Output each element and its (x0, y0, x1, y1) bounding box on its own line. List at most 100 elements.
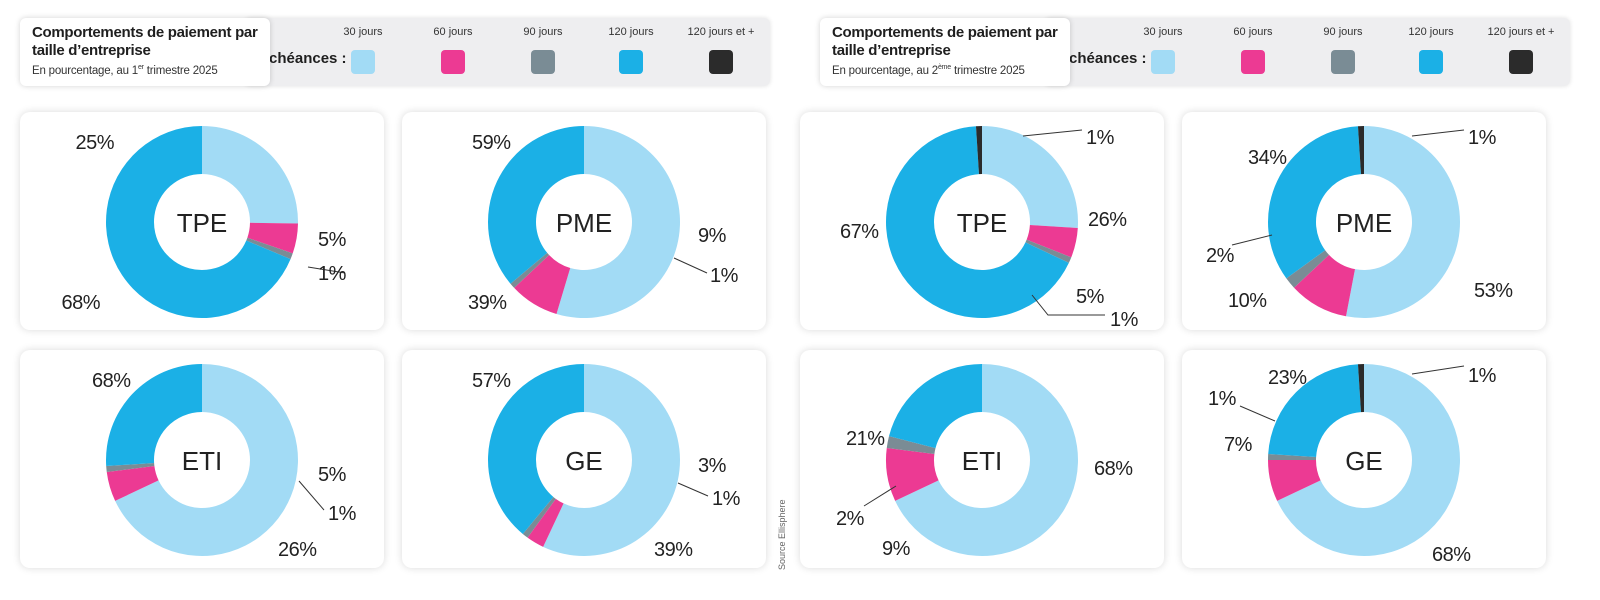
value-label-60-jours-pme: 10% (1228, 290, 1267, 312)
value-label-30-jours-ge: 68% (1432, 544, 1471, 566)
slice-120-jours-et-plus-tpe (975, 126, 982, 175)
chart-subtitle-q2: En pourcentage, au 2ème trimestre 2025 (832, 64, 1025, 77)
slice-60-jours-tpe (1026, 225, 1078, 258)
legend-swatch-120 (619, 50, 643, 74)
donut-chart-pme-q1: PME 59% 9% 1% 39% (468, 126, 739, 318)
donut-chart-pme-q2: PME 53% 10% 2% 34% 1% (1206, 126, 1514, 318)
slice-120-jours-eti (889, 364, 982, 449)
value-label-60-jours-eti: 9% (882, 538, 911, 560)
donut-chart-tpe-q1: TPE 25% 5% 1% 68% (61, 126, 347, 318)
legend-item-60: 60 jours (1208, 26, 1298, 79)
legend-item-120plus: 120 jours et + (1476, 26, 1566, 79)
donut-card-eti-q2: ETI 68% 9% 2% 21% (800, 350, 1164, 568)
slice-120-jours-pme (1268, 126, 1361, 279)
header-box-q1: Comportements de paiement par taille d’e… (20, 18, 270, 86)
slice-30-jours-eti (115, 364, 299, 556)
legend-title: Échéances : (259, 50, 347, 67)
legend-item-30: 30 jours (318, 26, 408, 79)
value-label-120-jours-ge: 23% (1268, 367, 1307, 389)
slice-30-jours-tpe (982, 126, 1078, 229)
legend-swatch-30 (1151, 50, 1175, 74)
value-label-120-jours-tpe: 68% (61, 292, 100, 314)
legend-item-60: 60 jours (408, 26, 498, 79)
slice-120-jours-et-plus-ge (1357, 364, 1364, 413)
panel-q2: Comportements de paiement par taille d’e… (800, 0, 1580, 600)
value-label-120-jours-et-plus-tpe: 1% (1086, 127, 1115, 149)
leader-line-90-jours-ge (1239, 405, 1276, 422)
value-label-120-jours-pme: 39% (468, 292, 507, 314)
value-label-90-jours-ge: 1% (712, 488, 741, 510)
slice-90-jours-eti (886, 436, 936, 454)
slice-90-jours-ge (522, 496, 556, 538)
value-label-90-jours-tpe: 1% (1110, 309, 1139, 330)
slice-90-jours-pme (1286, 250, 1330, 288)
legend-swatch-90 (531, 50, 555, 74)
value-label-120-jours-pme: 34% (1248, 147, 1287, 169)
leader-line-90-jours-pme (1231, 234, 1273, 246)
value-label-30-jours-pme: 53% (1474, 280, 1513, 302)
slice-120-jours-ge (1268, 364, 1361, 457)
donut-card-pme-q1: PME 59% 9% 1% 39% (402, 112, 766, 330)
slice-90-jours-tpe (246, 237, 293, 260)
legend-item-30: 30 jours (1118, 26, 1208, 79)
slice-90-jours-tpe (1025, 239, 1072, 263)
slice-90-jours-ge (1268, 453, 1317, 460)
leader-line-90-jours-eti (298, 480, 325, 511)
donut-center-label-ge: GE (1345, 446, 1383, 476)
value-label-120-jours-ge: 39% (654, 539, 693, 561)
legend-title: Échéances : (1059, 50, 1147, 67)
legend-item-90: 90 jours (1298, 26, 1388, 79)
donut-center-label-tpe: TPE (957, 208, 1008, 238)
legend-item-120plus: 120 jours et + (676, 26, 766, 79)
legend-swatch-60 (1241, 50, 1265, 74)
donut-chart-ge-q2: GE 68% 7% 1% 23% 1% (1208, 364, 1497, 566)
slice-120-jours-eti (106, 364, 202, 467)
donut-chart-eti-q1: ETI 68% 5% 1% 26% (92, 364, 357, 561)
value-label-60-jours-ge: 3% (698, 455, 727, 477)
donut-card-tpe-q1: TPE 25% 5% 1% 68% (20, 112, 384, 330)
value-label-120-jours-eti: 21% (846, 428, 885, 450)
slice-60-jours-eti (886, 447, 939, 501)
slice-60-jours-ge (527, 498, 564, 547)
value-label-60-jours-ge: 7% (1224, 434, 1253, 456)
legend-swatch-120plus (1509, 50, 1533, 74)
legend-swatch-120 (1419, 50, 1443, 74)
slice-30-jours-pme (556, 126, 680, 318)
legend-q2: Échéances : 30 jours 60 jours 90 jours 1… (1045, 18, 1570, 86)
donut-center-label-tpe: TPE (177, 208, 228, 238)
donut-chart-eti-q2: ETI 68% 9% 2% 21% (836, 364, 1134, 560)
leader-line-90-jours-eti (863, 485, 897, 507)
value-label-90-jours-eti: 2% (836, 508, 865, 530)
value-label-90-jours-ge: 1% (1208, 388, 1237, 410)
leader-line-90-jours-tpe (307, 266, 346, 274)
slice-30-jours-ge (1277, 364, 1460, 556)
value-label-90-jours-tpe: 1% (318, 263, 347, 285)
slice-60-jours-tpe (247, 222, 298, 254)
donut-center-label-eti: ETI (182, 446, 222, 476)
value-label-30-jours-eti: 68% (1094, 458, 1133, 480)
legend-swatch-60 (441, 50, 465, 74)
value-label-120-jours-tpe: 67% (840, 221, 879, 243)
slice-120-jours-pme (488, 126, 584, 284)
value-label-120-jours-et-plus-pme: 1% (1468, 127, 1497, 149)
chart-title-q2: Comportements de paiement par taille d’e… (832, 24, 1058, 59)
value-label-120-jours-et-plus-ge: 1% (1468, 365, 1497, 387)
leader-line-120-jours-et-plus-pme (1411, 129, 1465, 137)
value-label-120-jours-eti: 26% (278, 539, 317, 561)
source-note: Source Ellisphere (777, 499, 787, 570)
donut-center-label-ge: GE (565, 446, 603, 476)
legend-item-120: 120 jours (586, 26, 676, 79)
slice-120-jours-ge (488, 364, 584, 534)
value-label-60-jours-pme: 9% (698, 225, 727, 247)
value-label-60-jours-tpe: 5% (318, 229, 347, 251)
chart-subtitle-q1: En pourcentage, au 1er trimestre 2025 (32, 64, 218, 77)
slice-30-jours-eti (895, 364, 1078, 556)
donut-card-pme-q2: PME 53% 10% 2% 34% 1% (1182, 112, 1546, 330)
donut-center-label-pme: PME (556, 208, 612, 238)
slice-60-jours-pme (514, 254, 571, 314)
slice-60-jours-eti (106, 466, 159, 501)
header-box-q2: Comportements de paiement par taille d’e… (820, 18, 1070, 86)
value-label-60-jours-eti: 5% (318, 464, 347, 486)
legend-item-120: 120 jours (1386, 26, 1476, 79)
legend-swatch-30 (351, 50, 375, 74)
